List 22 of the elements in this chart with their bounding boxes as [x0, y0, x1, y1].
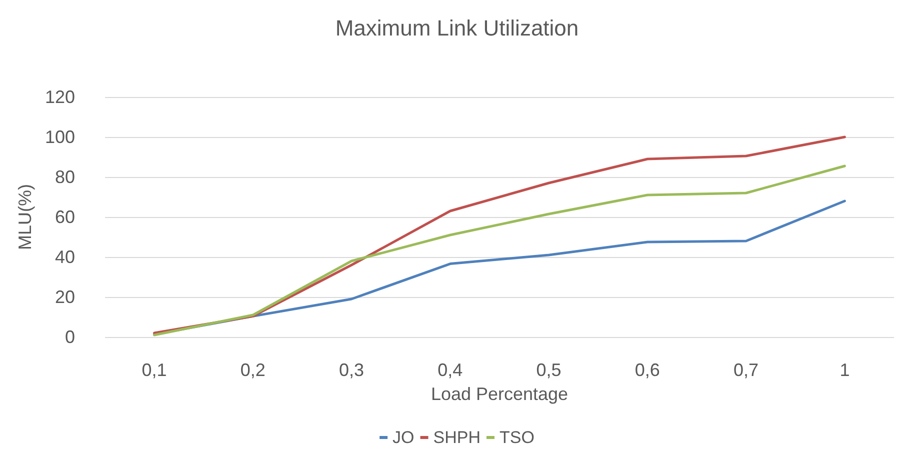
chart-title: Maximum Link Utilization [335, 16, 579, 40]
y-tick-label: 40 [54, 247, 75, 267]
legend-label: TSO [500, 428, 534, 447]
x-tick-label: 0,4 [438, 360, 463, 380]
x-tick-label: 0,1 [142, 360, 167, 380]
x-tick-label: 1 [840, 360, 850, 380]
x-tick-label: 0,6 [634, 360, 660, 380]
legend-label: JO [392, 428, 414, 447]
y-tick-label: 60 [54, 207, 75, 227]
y-axis-title: MLU(%) [15, 184, 36, 250]
x-axis-title: Load Percentage [430, 384, 568, 404]
y-tick-label: 120 [44, 87, 75, 107]
x-tick-label: 0,5 [536, 360, 562, 380]
x-tick-label: 0,3 [339, 360, 364, 380]
y-tick-label: 0 [64, 327, 75, 347]
x-tick-label: 0,2 [240, 360, 266, 380]
y-tick-label: 80 [54, 167, 75, 187]
x-tick-label: 0,7 [734, 360, 759, 380]
y-tick-label: 20 [54, 287, 75, 307]
line-series [153, 164, 846, 336]
y-tick-label: 100 [44, 127, 75, 147]
legend-label: SHPH [433, 428, 481, 447]
